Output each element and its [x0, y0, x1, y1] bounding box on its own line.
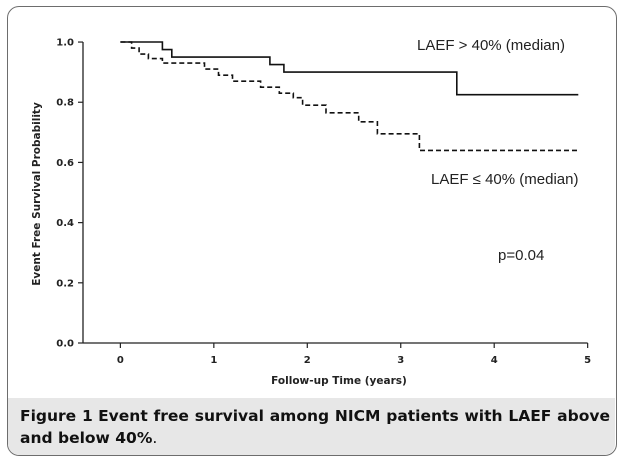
- y-tick-label: 0.4: [56, 218, 74, 229]
- figure-frame: [7, 6, 617, 456]
- chart-series: [120, 41, 579, 152]
- x-tick-label: 4: [491, 355, 498, 366]
- figure-caption: Figure 1 Event free survival among NICM …: [20, 405, 610, 449]
- caption-text: Event free survival among NICM patients …: [20, 407, 610, 447]
- x-axis-title: Follow-up Time (years): [271, 375, 407, 387]
- y-tick-label: 0.6: [56, 158, 74, 169]
- caption-panel: [8, 398, 615, 455]
- x-tick-label: 5: [584, 355, 591, 366]
- caption-end: .: [152, 429, 158, 447]
- x-tick-label: 0: [117, 355, 124, 366]
- x-tick-label: 3: [397, 355, 404, 366]
- annotation-low-laef: LAEF ≤ 40% (median): [431, 171, 578, 188]
- y-tick-label: 1.0: [56, 38, 74, 49]
- y-axis-title: Event Free Survival Probability: [31, 102, 43, 286]
- annotation-p-value: p=0.04: [498, 247, 544, 264]
- x-tick-label: 2: [304, 355, 311, 366]
- series-laef-high-line: [120, 41, 579, 96]
- series-laef-low-line: [120, 41, 579, 152]
- x-tick-label: 1: [210, 355, 217, 366]
- annotation-high-laef: LAEF > 40% (median): [417, 37, 565, 54]
- chart-axes: 0.0 0.2 0.4 0.6 0.8 1.0 0 1 2 3 4 5: [56, 38, 591, 366]
- y-tick-label: 0.8: [56, 98, 74, 109]
- caption-label: Figure 1: [20, 407, 93, 425]
- y-tick-label: 0.0: [56, 339, 74, 350]
- y-tick-label: 0.2: [56, 278, 74, 289]
